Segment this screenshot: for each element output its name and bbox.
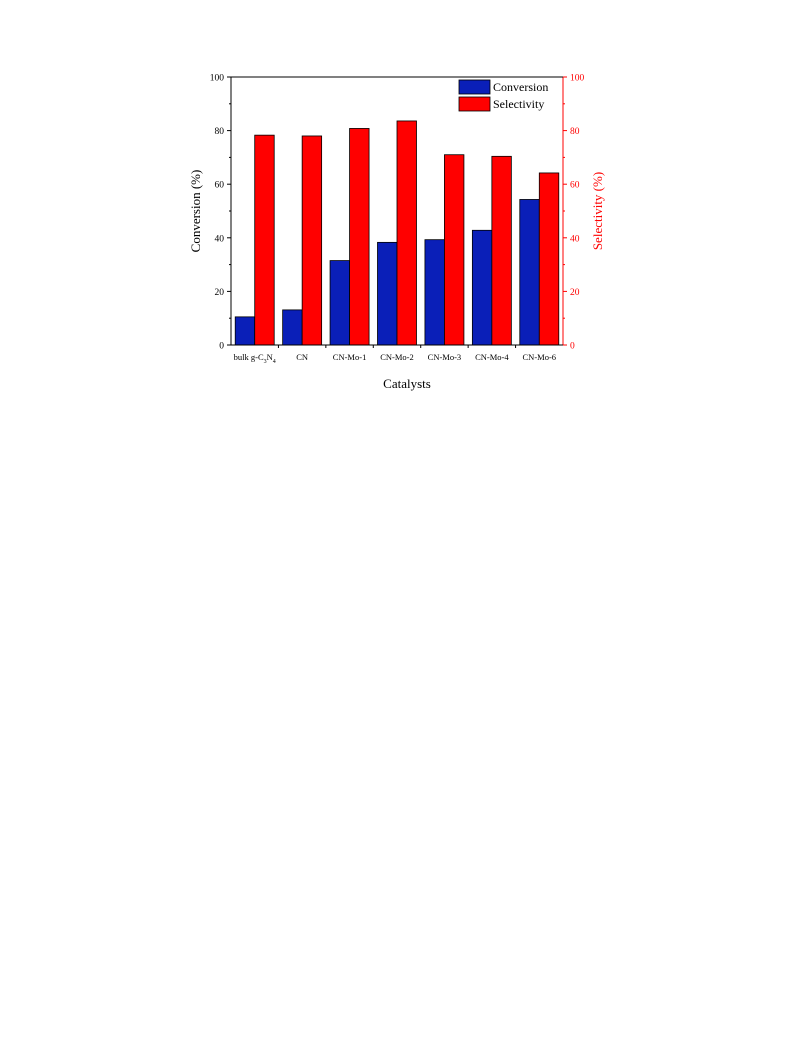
bar-selectivity-7 [538,172,560,346]
y-tick-label-left: 80 [215,127,225,137]
x-tick-label-2: CN [296,352,308,362]
bar-conversion-1 [234,316,256,346]
bar-selectivity-4 [396,120,417,346]
y-tick-label-right: 80 [570,127,580,137]
bar-conversion-2 [282,309,303,346]
y-tick-label-right: 100 [570,74,585,84]
bar-conversion-4 [377,241,398,346]
y-axis-label-right: Selectivity (%) [590,172,605,250]
legend-label-selectivity: Selectivity [493,97,544,111]
y-tick-label-left: 40 [215,234,225,244]
y-tick-label-right: 0 [570,342,575,352]
x-tick-label-7: CN-Mo-6 [523,352,557,362]
bar-selectivity-5 [444,154,465,346]
bar-conversion-7 [519,199,540,346]
x-tick-label-5: CN-Mo-3 [428,352,462,362]
bar-selectivity-1 [254,134,275,346]
y-tick-label-left: 0 [219,342,224,352]
bar-selectivity-6 [491,155,512,346]
x-tick-label-4: CN-Mo-2 [380,352,414,362]
legend-label-conversion: Conversion [493,80,548,94]
y-axis-label-left: Conversion (%) [188,170,203,253]
x-tick-label-1: bulk g-C3N4 [234,352,276,365]
bar-selectivity-2 [301,135,323,346]
y-tick-label-left: 60 [215,181,225,191]
y-tick-label-right: 60 [570,181,580,191]
y-tick-label-left: 20 [215,288,225,298]
x-tick-label-6: CN-Mo-4 [475,352,509,362]
plot-area: 0 20 40 60 80 100 0 20 40 60 80 100 bulk g-C3N4 CN CN-… [210,74,585,366]
x-axis-label: Catalysts [383,376,431,391]
legend-swatch-selectivity [458,96,491,112]
bar-conversion-6 [471,229,493,346]
legend-swatch-conversion [458,79,491,95]
bar-conversion-3 [329,260,350,346]
y-tick-label-left: 100 [210,74,225,84]
x-tick-label-3: CN-Mo-1 [333,352,367,362]
y-tick-label-right: 40 [570,234,580,244]
bar-selectivity-3 [349,128,370,346]
y-tick-label-right: 20 [570,288,580,298]
bar-conversion-5 [424,239,445,346]
